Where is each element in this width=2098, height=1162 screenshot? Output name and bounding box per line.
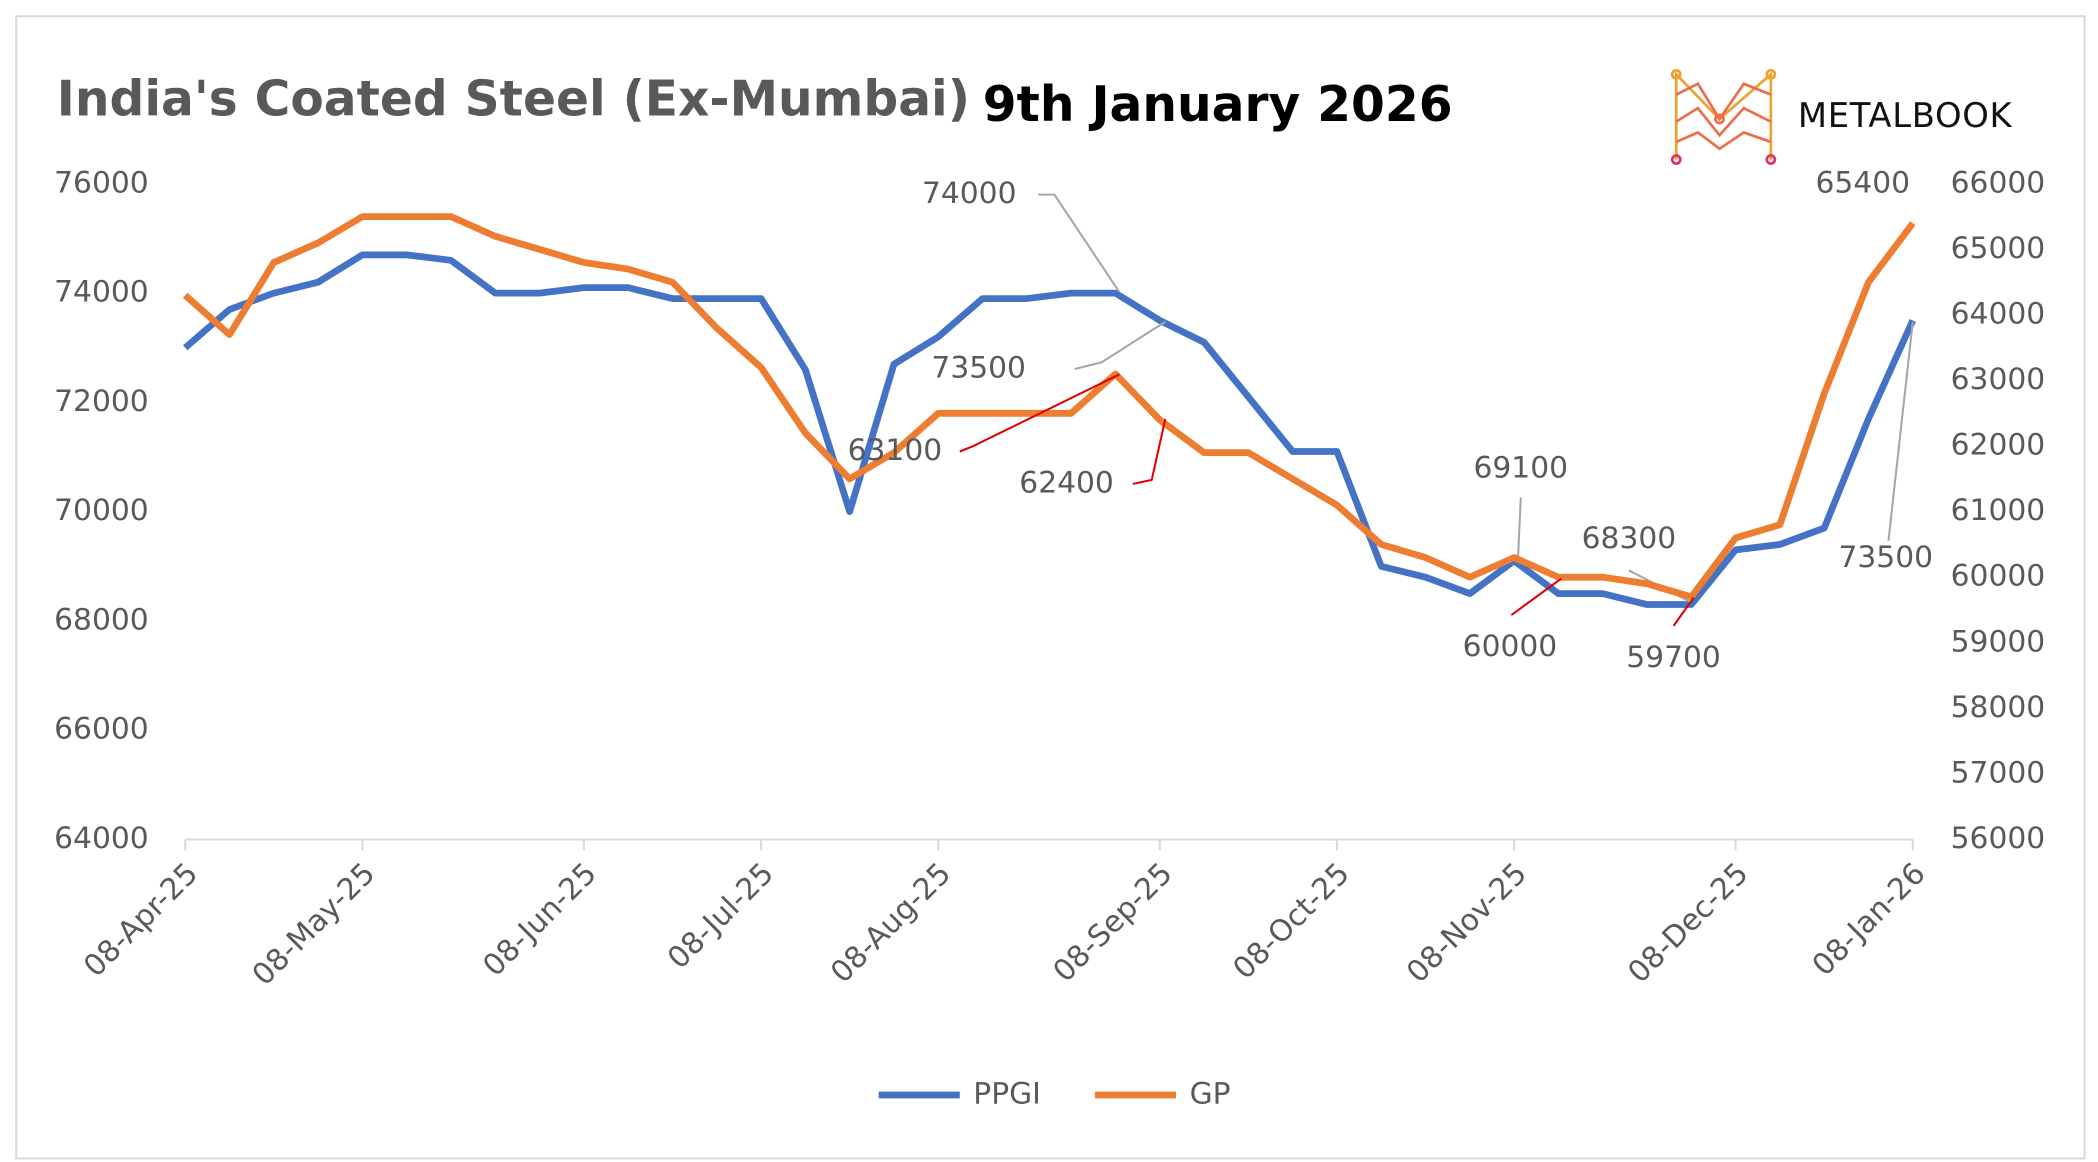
leader-line [959,373,1120,453]
legend-label: GP [1190,1076,1231,1111]
data-label: 69100 [1474,451,1569,486]
y2-tick-label: 59000 [1951,624,2046,659]
data-label: 60000 [1463,629,1558,664]
y-tick-label: 70000 [54,493,149,528]
y2-tick-label: 61000 [1951,493,2046,528]
series-line [182,251,1916,608]
leader-line [1510,577,1562,616]
y-tick-label: 66000 [54,712,149,747]
y-tick-label: 76000 [54,165,149,200]
leader-line [1517,497,1522,557]
data-label: 65400 [1816,165,1911,200]
y2-tick-label: 64000 [1951,296,2046,331]
data-label: 63100 [848,433,943,468]
leader-line [1672,596,1695,627]
data-label: 68300 [1582,521,1677,556]
y2-tick-label: 62000 [1951,428,2046,463]
logo-text: METALBOOK [1798,96,2013,135]
leader-line [1074,320,1166,371]
data-label: 59700 [1626,640,1721,675]
chart-title: India's Coated Steel (Ex-Mumbai) [57,72,970,128]
data-label: 73500 [1838,540,1933,575]
data-label: 62400 [1019,465,1114,500]
data-label: 74000 [922,176,1017,211]
y2-tick-label: 66000 [1951,165,2046,200]
y-tick-label: 68000 [54,602,149,637]
y2-tick-label: 60000 [1951,559,2046,594]
y2-tick-label: 58000 [1951,690,2046,725]
y-tick-label: 72000 [54,384,149,419]
y2-tick-label: 56000 [1951,821,2046,856]
legend-label: PPGI [973,1076,1041,1111]
y-tick-label: 64000 [54,821,149,856]
chart-subtitle: 9th January 2026 [983,77,1453,133]
logo-icon [1670,68,1777,165]
y2-tick-label: 57000 [1951,755,2046,790]
series-line [182,213,1916,601]
leader-line [1887,321,1914,541]
y2-tick-label: 63000 [1951,362,2046,397]
leader-line [1132,418,1167,485]
y2-tick-label: 65000 [1951,231,2046,266]
leader-line [1038,193,1121,293]
chart-frame [15,15,2086,1160]
data-label: 73500 [931,351,1026,386]
y-tick-label: 74000 [54,275,149,310]
